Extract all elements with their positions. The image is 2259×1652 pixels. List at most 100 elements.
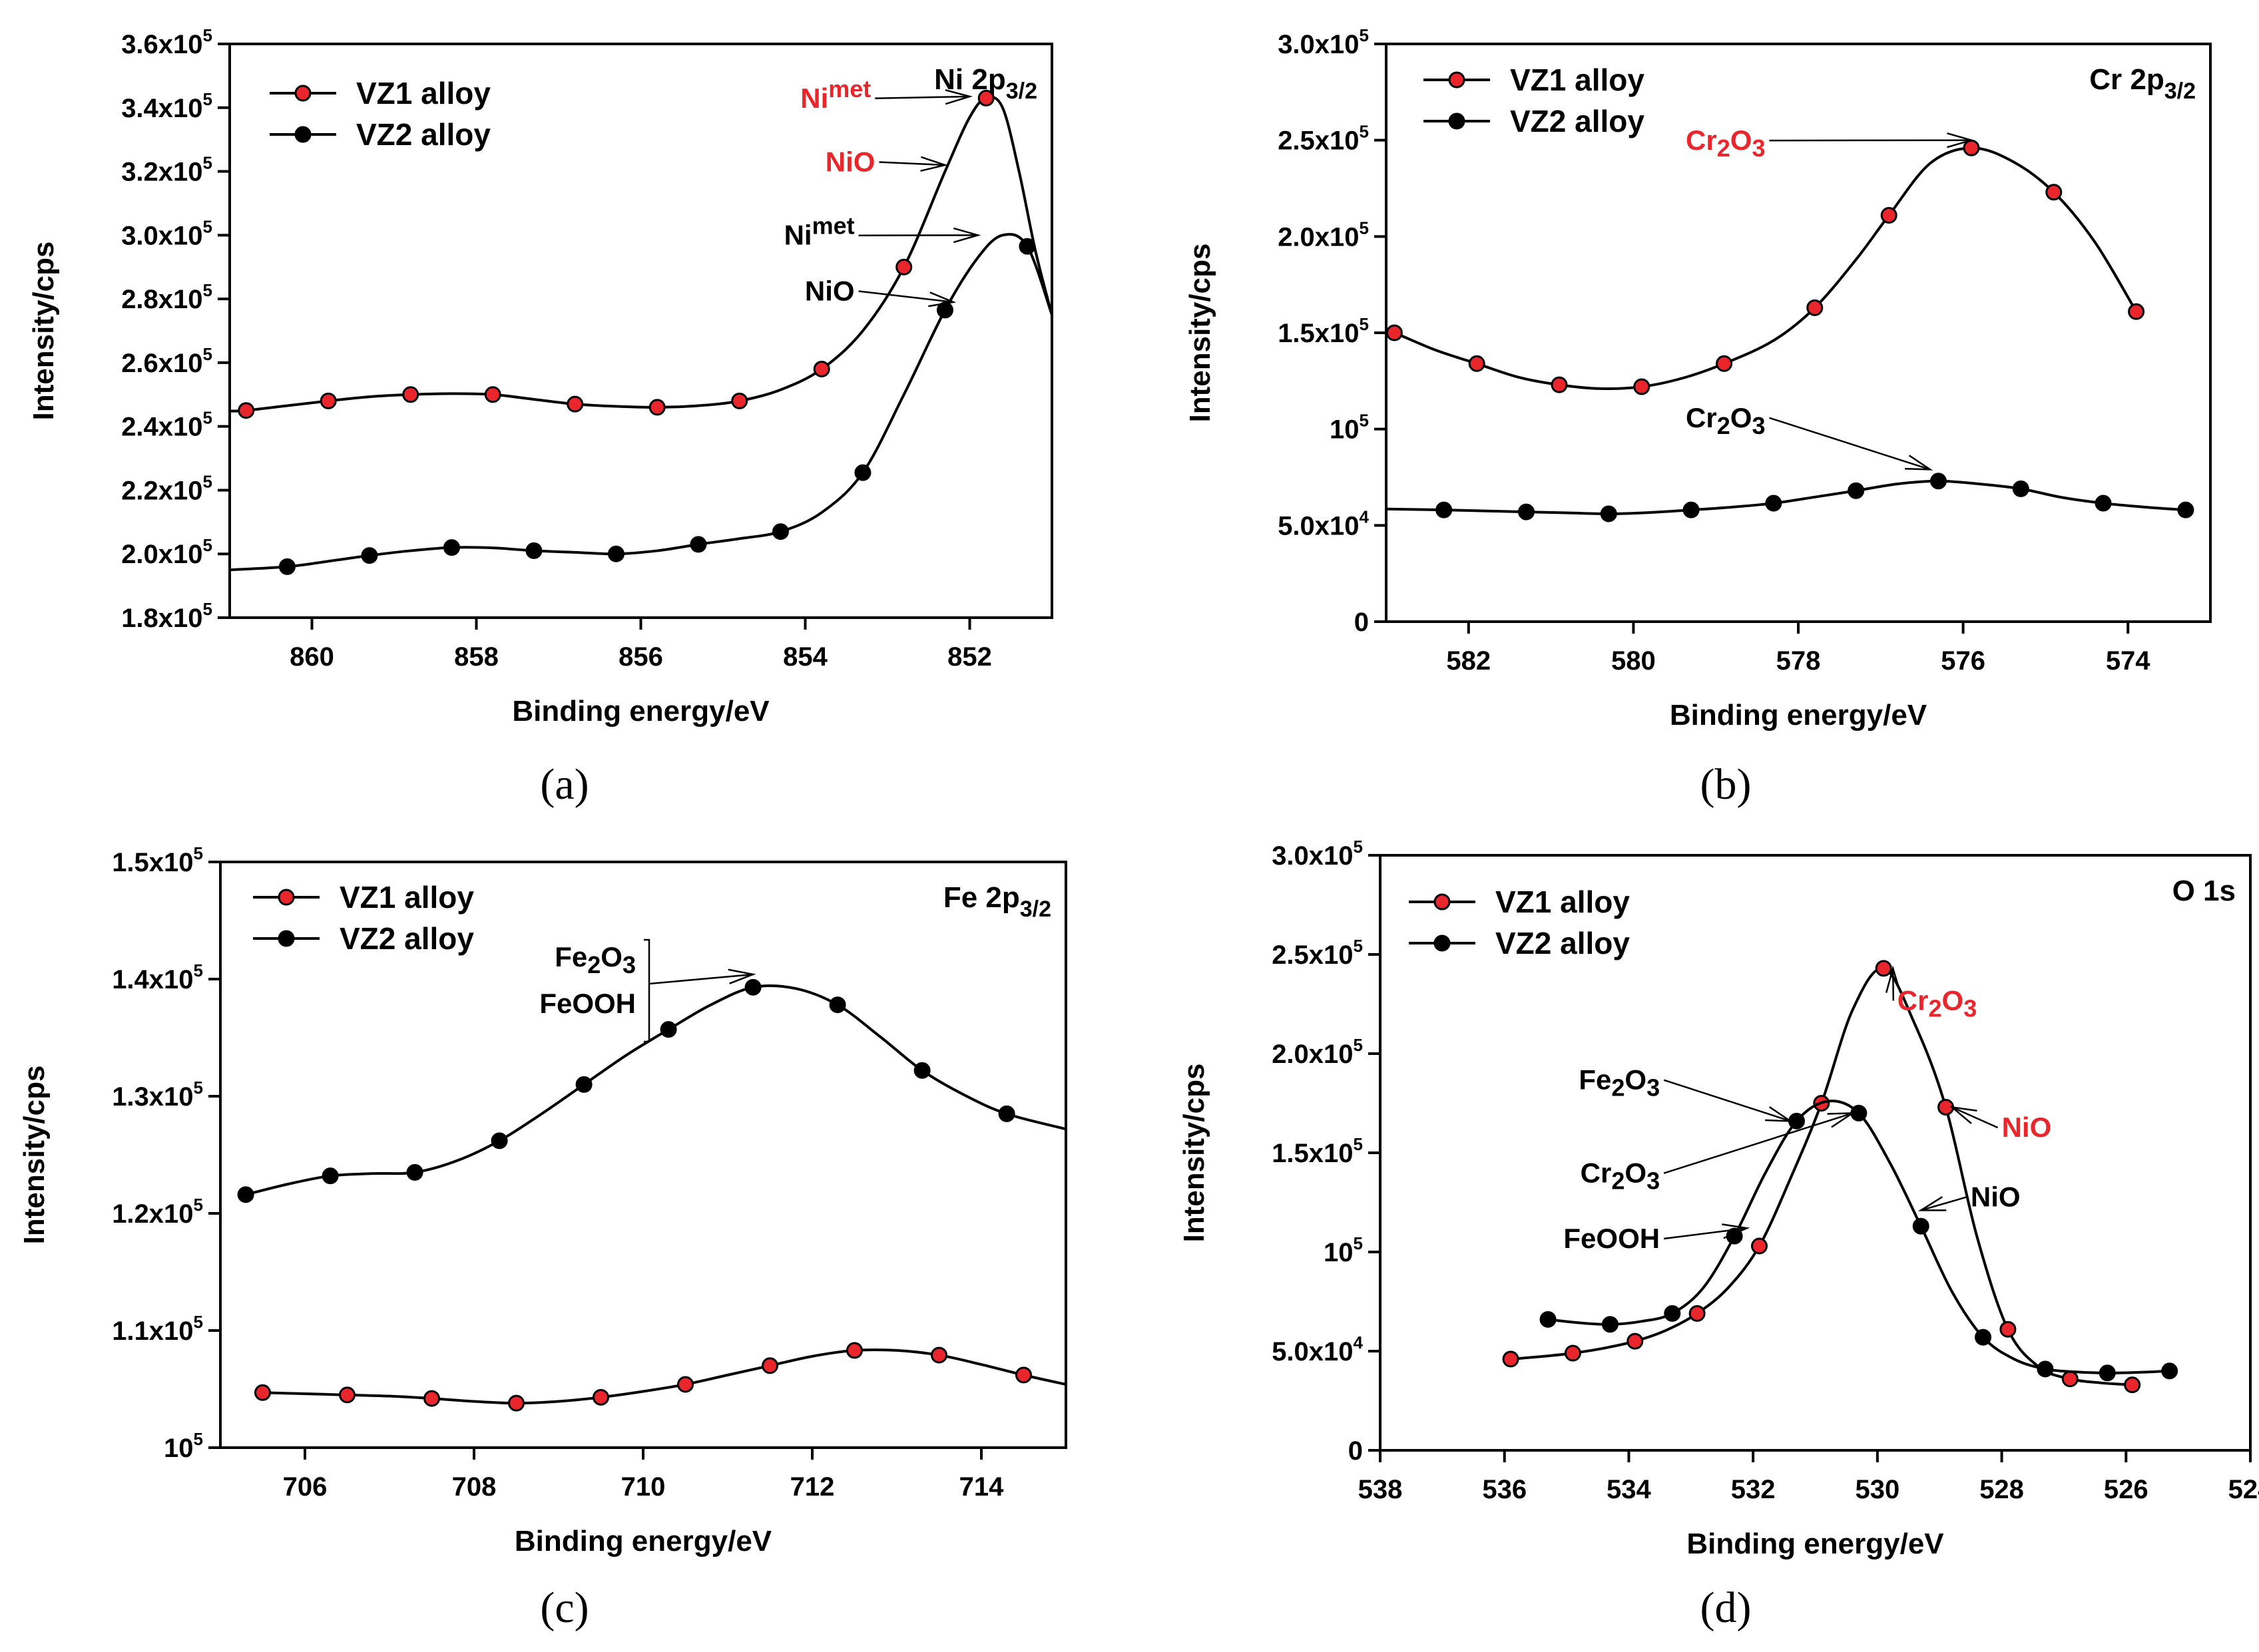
y-tick-label: 0	[1354, 608, 1369, 637]
y-tick-label: 2.6x105	[121, 344, 212, 378]
data-point	[1682, 501, 1700, 518]
data-point	[1600, 505, 1617, 522]
data-point	[660, 1021, 677, 1038]
data-point	[406, 1163, 423, 1181]
panel-label: (d)	[1700, 1583, 1752, 1632]
y-tick-label: 2.5x105	[1272, 936, 1363, 970]
legend-entry: VZ1 alloy	[356, 76, 491, 110]
data-point	[2161, 1362, 2178, 1380]
x-tick-label: 712	[790, 1472, 835, 1502]
y-tick-label: 3.0x105	[1272, 837, 1363, 871]
x-tick-label: 580	[1611, 646, 1656, 676]
y-tick-label: 2.0x105	[121, 535, 212, 569]
annotation-arrow	[1663, 1079, 1791, 1122]
arrowhead	[1905, 455, 1933, 471]
data-point	[1875, 960, 1892, 977]
x-tick-label: 854	[783, 642, 828, 672]
y-tick-label: 1.2x105	[112, 1195, 203, 1229]
data-point	[593, 1388, 609, 1406]
series-line-1	[230, 96, 1052, 413]
data-point	[772, 523, 789, 540]
y-tick-label: 1.3x105	[112, 1078, 203, 1112]
x-tick-label: 852	[947, 642, 992, 672]
data-point	[998, 1105, 1015, 1122]
y-tick-label: 105	[1324, 1233, 1363, 1267]
data-point	[320, 392, 337, 409]
x-tick-label: 858	[454, 642, 499, 672]
annotation-label: NiO	[826, 146, 876, 178]
data-point	[677, 1376, 694, 1393]
x-tick-label: 538	[1358, 1475, 1403, 1504]
data-point	[2045, 184, 2063, 201]
data-point	[1551, 376, 1568, 393]
y-tick-label: 3.0x105	[1278, 25, 1369, 59]
data-point	[648, 399, 666, 416]
legend-marker	[278, 889, 295, 906]
annotation-label: Nimet	[784, 212, 855, 251]
y-tick-label: 3.4x105	[121, 89, 212, 123]
y-tick-label: 105	[164, 1429, 203, 1463]
x-axis-label: Binding energy/eV	[1686, 1528, 1944, 1560]
arrowhead	[1827, 1112, 1856, 1128]
data-point	[1880, 207, 1897, 224]
data-point	[322, 1167, 339, 1185]
x-tick-label: 576	[1941, 646, 1985, 676]
data-point	[2061, 1370, 2079, 1388]
y-tick-label: 1.5x105	[112, 843, 203, 877]
annotation-label: Nimet	[800, 75, 871, 114]
x-tick-label: 534	[1607, 1475, 1651, 1504]
data-point	[1435, 501, 1453, 518]
x-tick-label: 856	[619, 642, 663, 672]
arrowhead	[945, 89, 973, 105]
x-tick-label: 708	[452, 1472, 497, 1502]
arrowhead	[1885, 965, 1901, 993]
legend-marker	[294, 85, 312, 102]
arrowhead	[953, 227, 981, 244]
annotation-arrow	[1663, 1112, 1853, 1174]
data-point	[1806, 299, 1824, 316]
arrowhead	[1765, 1106, 1794, 1122]
data-point	[813, 360, 830, 377]
data-point	[443, 539, 460, 556]
bracket-label: FeOOH	[539, 988, 636, 1019]
panel-label: (b)	[1700, 760, 1752, 809]
chart-title: Cr 2p3/2	[2089, 63, 2196, 104]
y-tick-label: 2.5x105	[1278, 122, 1369, 156]
annotation-label: NiO	[1971, 1181, 2021, 1212]
data-point	[1564, 1344, 1581, 1362]
data-point	[1633, 378, 1650, 395]
y-tick-label: 1.1x105	[112, 1312, 203, 1346]
x-tick-label: 528	[1979, 1475, 2024, 1504]
y-axis-label: Intensity/cps	[1178, 1064, 1210, 1243]
x-tick-label: 524	[2228, 1475, 2259, 1504]
annotation-label: Cr2O3	[1897, 984, 1977, 1022]
data-point	[1502, 1350, 1519, 1368]
data-point	[895, 258, 913, 276]
y-axis-label: Intensity/cps	[18, 1066, 51, 1245]
data-point	[2095, 495, 2112, 512]
legend-marker	[294, 126, 312, 143]
x-tick-label: 530	[1855, 1475, 1899, 1504]
annotation-label: NiO	[805, 276, 855, 307]
chart-panel-a: 1.8x105 2.0x105 2.2x105 2.4x105 2.6x105 2.8x1…	[27, 25, 1053, 809]
arrowhead	[1949, 1106, 1977, 1124]
annotation-arrow	[875, 95, 970, 100]
series-line-2	[230, 232, 1052, 572]
chart-panel-b: 0 5.0x104 105 1.5x105 2.0x105 2.5x105 3.0x105 5…	[1184, 25, 2212, 809]
y-axis-label: Intensity/cps	[1184, 244, 1216, 423]
data-point	[846, 1342, 863, 1359]
x-tick-label: 574	[2106, 646, 2150, 676]
series-line-2	[1386, 479, 2186, 515]
annotation-label: Cr2O3	[1581, 1157, 1660, 1195]
data-point	[1975, 1329, 1992, 1346]
arrowhead	[1722, 1223, 1750, 1239]
y-tick-label: 0	[1348, 1436, 1363, 1466]
data-point	[484, 386, 501, 403]
legend-entry: VZ2 alloy	[1510, 104, 1644, 138]
x-tick-label: 860	[290, 642, 334, 672]
plot-frame	[228, 43, 1053, 619]
data-point	[278, 558, 296, 575]
legend-marker	[1448, 112, 1465, 130]
y-tick-label: 2.4x105	[121, 408, 212, 442]
data-point	[525, 542, 543, 559]
